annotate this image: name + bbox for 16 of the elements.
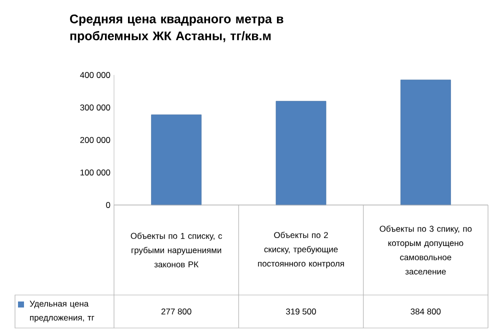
y-tick-label: 400 000	[80, 72, 110, 78]
legend-label: Удельная цена предложения, тг	[30, 300, 94, 322]
x-tick-label: Объекты по 3 спику, по которым допущено самовольное заселение	[380, 225, 472, 275]
bar	[276, 100, 326, 206]
data-label: 277 800	[161, 308, 192, 314]
bar	[400, 80, 451, 206]
data-label: 319 500	[286, 308, 316, 314]
data-label: 384 800	[410, 308, 441, 314]
x-tick-label: Объекты по 2 скиску, требующие постоянного контроля	[258, 232, 344, 268]
chart-title: Средняя цена квадраного метра в проблемных ЖК Астаны, тг/кв.м	[70, 14, 284, 43]
y-tick-label: 300 000	[80, 104, 110, 110]
y-tick-label: 100 000	[80, 170, 110, 176]
y-tick-label: 200 000	[80, 137, 110, 143]
y-tick-label: 0	[106, 202, 110, 208]
bar	[151, 114, 202, 206]
x-tick-label: Объекты по 1 списку, с грубыми нарушениями законов РК	[130, 232, 222, 268]
